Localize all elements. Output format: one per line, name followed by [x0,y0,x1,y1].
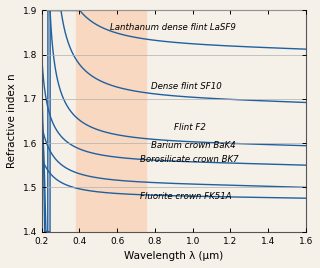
Text: Flint F2: Flint F2 [174,123,206,132]
Text: Dense flint SF10: Dense flint SF10 [151,82,222,91]
Y-axis label: Refractive index n: Refractive index n [7,74,17,168]
Bar [76,10,146,232]
Text: Borosilicate crown BK7: Borosilicate crown BK7 [140,155,238,164]
Text: Barium crown BaK4: Barium crown BaK4 [151,141,236,150]
Text: Lanthanum dense flint LaSF9: Lanthanum dense flint LaSF9 [110,23,236,32]
Text: Fluorite crown FK51A: Fluorite crown FK51A [140,192,231,201]
X-axis label: Wavelength λ (μm): Wavelength λ (μm) [124,251,223,261]
